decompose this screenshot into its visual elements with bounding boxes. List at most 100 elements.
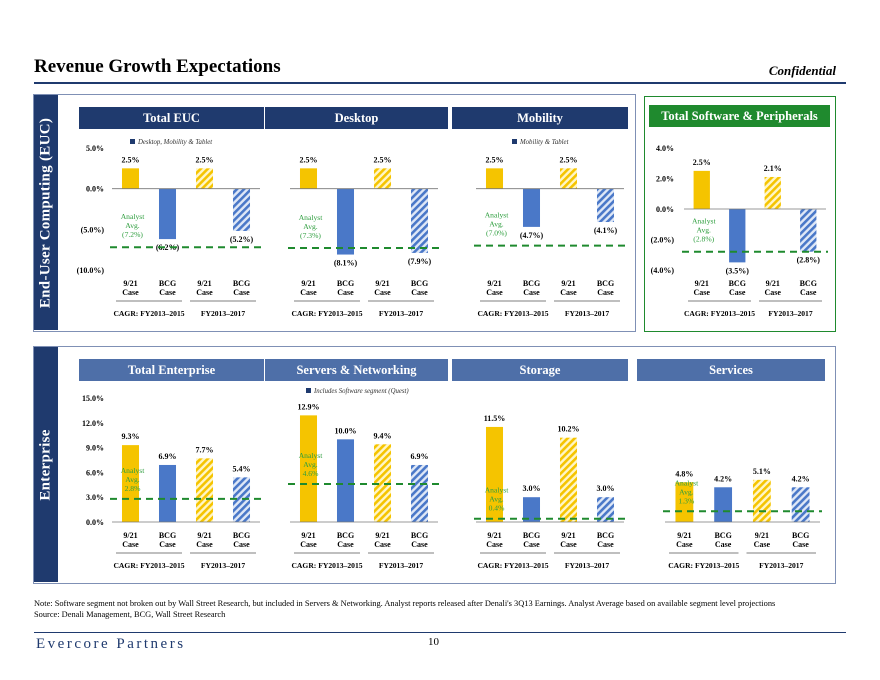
- category-label: Case: [676, 540, 693, 549]
- bar-value-label: (2.8%): [797, 256, 821, 265]
- panel-header-servers-networking: Servers & Networking: [265, 359, 448, 381]
- category-label: 9/21: [695, 279, 709, 288]
- category-label: 9/21: [375, 279, 389, 288]
- bar-value-label: (5.2%): [230, 235, 254, 244]
- page-number: 10: [428, 636, 439, 648]
- category-label: BCG: [523, 279, 540, 288]
- legend-swatch: [130, 139, 135, 144]
- category-label: BCG: [411, 279, 428, 288]
- analyst-average-label: Avg.: [679, 487, 694, 496]
- bar: [336, 188, 355, 255]
- bar-value-label: 4.8%: [675, 469, 693, 478]
- group-label: CAGR: FY2013–2015: [684, 309, 755, 318]
- category-label: Case: [159, 288, 176, 297]
- category-label: BCG: [597, 279, 614, 288]
- category-label: BCG: [159, 531, 176, 540]
- bar: [714, 487, 733, 522]
- category-label: 9/21: [301, 279, 315, 288]
- bar-value-label: 10.0%: [335, 426, 357, 435]
- y-tick-label: 6.0%: [86, 468, 104, 477]
- euc-section: [33, 94, 636, 332]
- bar-value-label: 2.5%: [693, 158, 711, 167]
- bar: [195, 458, 214, 522]
- bar-value-label: 2.5%: [374, 155, 392, 164]
- bar: [121, 445, 140, 522]
- analyst-average-label: Analyst: [675, 478, 700, 487]
- analyst-average-label: Avg.: [125, 221, 140, 230]
- enterprise-section-label: Enterprise: [34, 347, 58, 582]
- category-label: Case: [122, 540, 139, 549]
- group-label: CAGR: FY2013–2015: [668, 561, 739, 570]
- category-label: 9/21: [123, 531, 137, 540]
- y-tick-label: (4.0%): [651, 266, 675, 275]
- category-label: Case: [800, 288, 817, 297]
- bar: [522, 188, 541, 227]
- bar-value-label: 9.3%: [122, 432, 140, 441]
- software-peripherals-section: [644, 96, 836, 332]
- category-label: 9/21: [197, 531, 211, 540]
- bar-value-label: 6.9%: [159, 452, 177, 461]
- category-label: Case: [122, 288, 139, 297]
- bar-value-label: 6.9%: [411, 452, 429, 461]
- y-tick-label: (5.0%): [81, 225, 105, 234]
- category-label: Case: [486, 288, 503, 297]
- analyst-average-label: Avg.: [489, 495, 504, 504]
- category-label: Case: [597, 288, 614, 297]
- panel-header-total-enterprise: Total Enterprise: [79, 359, 264, 381]
- group-label: CAGR: FY2013–2015: [113, 561, 184, 570]
- bar: [596, 188, 615, 223]
- y-tick-label: 5.0%: [86, 144, 104, 153]
- category-label: 9/21: [123, 279, 137, 288]
- legend-label: Mobility & Tablet: [519, 139, 570, 146]
- analyst-average-label: Avg.: [489, 220, 504, 229]
- bar: [559, 168, 578, 189]
- category-label: BCG: [714, 531, 731, 540]
- group-label: CAGR: FY2013–2015: [113, 309, 184, 318]
- category-label: Case: [715, 540, 732, 549]
- category-label: Case: [374, 540, 391, 549]
- bar-value-label: 5.1%: [753, 467, 771, 476]
- bar-value-label: 4.2%: [792, 474, 810, 483]
- y-tick-label: 2.0%: [656, 175, 674, 184]
- bar: [336, 439, 355, 522]
- category-label: BCG: [800, 279, 817, 288]
- panel-header-storage: Storage: [452, 359, 628, 381]
- category-label: Case: [300, 540, 317, 549]
- bar-value-label: 9.4%: [374, 431, 392, 440]
- category-label: BCG: [792, 531, 809, 540]
- category-label: Case: [196, 288, 213, 297]
- group-label: FY2013–2017: [565, 309, 609, 318]
- bar-value-label: 2.5%: [196, 155, 214, 164]
- category-label: 9/21: [375, 531, 389, 540]
- y-tick-label: 3.0%: [86, 493, 104, 502]
- bar: [121, 168, 140, 189]
- bar: [373, 444, 392, 522]
- bar: [410, 464, 429, 522]
- bar-value-label: 2.5%: [122, 155, 140, 164]
- group-label: CAGR: FY2013–2015: [477, 309, 548, 318]
- y-tick-label: (2.0%): [651, 236, 675, 245]
- category-label: Case: [233, 540, 250, 549]
- category-label: Case: [523, 540, 540, 549]
- bar-value-label: (8.1%): [334, 259, 358, 268]
- category-label: BCG: [233, 279, 250, 288]
- category-label: Case: [159, 540, 176, 549]
- bar-value-label: 2.5%: [560, 155, 578, 164]
- category-label: BCG: [233, 531, 250, 540]
- bar-value-label: (4.1%): [594, 226, 618, 235]
- bar-value-label: 3.0%: [523, 484, 541, 493]
- y-tick-label: 0.0%: [86, 518, 104, 527]
- analyst-average-label: Analyst: [121, 212, 146, 221]
- analyst-average-label: (7.0%): [486, 229, 507, 238]
- legend-swatch: [306, 388, 311, 393]
- bar: [791, 487, 810, 522]
- category-label: BCG: [597, 531, 614, 540]
- category-label: Case: [560, 288, 577, 297]
- panel-header-software-peripherals: Total Software & Peripherals: [649, 105, 830, 127]
- category-label: Case: [560, 540, 577, 549]
- group-label: CAGR: FY2013–2015: [477, 561, 548, 570]
- bar-value-label: (7.9%): [408, 257, 432, 266]
- category-label: 9/21: [677, 531, 691, 540]
- bar: [729, 209, 746, 263]
- bar: [559, 437, 578, 522]
